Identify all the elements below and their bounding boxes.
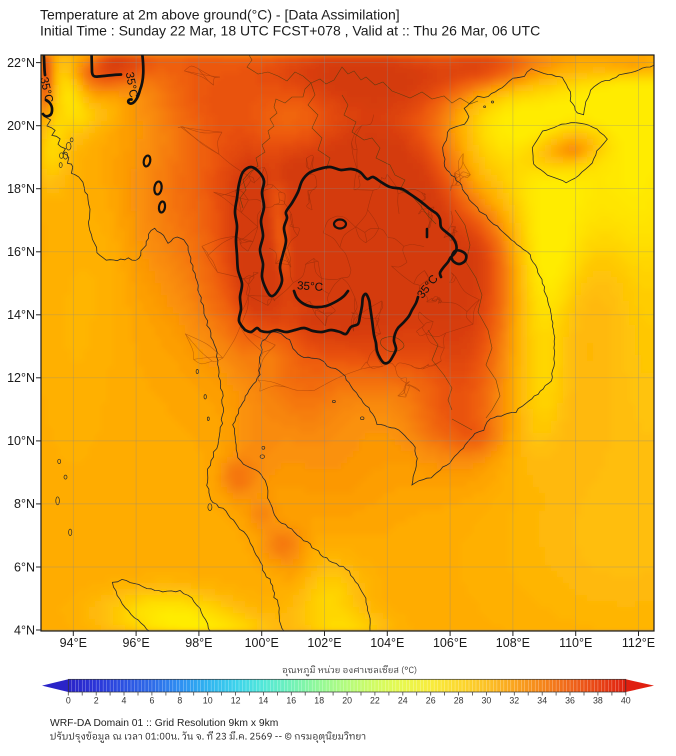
svg-text:28: 28 <box>454 696 464 706</box>
svg-text:14: 14 <box>259 696 269 706</box>
svg-text:106°E: 106°E <box>433 636 467 650</box>
svg-text:34: 34 <box>537 696 547 706</box>
svg-text:20: 20 <box>342 696 352 706</box>
svg-text:36: 36 <box>565 696 575 706</box>
svg-text:10: 10 <box>203 696 213 706</box>
svg-text:104°E: 104°E <box>370 636 404 650</box>
svg-text:18°N: 18°N <box>7 182 35 196</box>
svg-text:112°E: 112°E <box>622 636 655 650</box>
svg-text:26: 26 <box>426 696 436 706</box>
svg-text:98°E: 98°E <box>185 636 212 650</box>
svg-text:35°C: 35°C <box>37 76 55 104</box>
svg-text:94°E: 94°E <box>60 636 87 650</box>
svg-text:Initial Time : Sunday 22 Mar,: Initial Time : Sunday 22 Mar, 18 UTC FCS… <box>40 23 540 39</box>
svg-text:38: 38 <box>593 696 603 706</box>
svg-text:24: 24 <box>398 696 408 706</box>
svg-text:10°N: 10°N <box>7 434 35 448</box>
svg-text:12°N: 12°N <box>7 371 35 385</box>
svg-text:40: 40 <box>621 696 631 706</box>
svg-text:14°N: 14°N <box>7 308 35 322</box>
svg-text:4°N: 4°N <box>14 623 35 637</box>
svg-text:96°E: 96°E <box>122 636 149 650</box>
svg-text:Temperature at 2m above ground: Temperature at 2m above ground(°C) - [Da… <box>40 7 400 23</box>
svg-text:100°E: 100°E <box>245 636 279 650</box>
svg-text:20°N: 20°N <box>7 119 35 133</box>
svg-text:35°C: 35°C <box>297 279 324 294</box>
svg-text:8: 8 <box>177 696 182 706</box>
svg-text:6°N: 6°N <box>14 560 35 574</box>
svg-text:2: 2 <box>94 696 99 706</box>
svg-text:110°E: 110°E <box>559 636 592 650</box>
svg-text:102°E: 102°E <box>307 636 341 650</box>
svg-text:35°C: 35°C <box>123 71 140 99</box>
svg-text:8°N: 8°N <box>14 497 35 511</box>
svg-text:30: 30 <box>482 696 492 706</box>
svg-text:108°E: 108°E <box>496 636 530 650</box>
svg-text:6: 6 <box>149 696 154 706</box>
svg-text:22: 22 <box>370 696 380 706</box>
svg-text:18: 18 <box>314 696 324 706</box>
svg-text:WRF-DA Domain 01 :: Grid Resol: WRF-DA Domain 01 :: Grid Resolution 9km … <box>50 718 278 729</box>
svg-text:12: 12 <box>231 696 241 706</box>
svg-text:0: 0 <box>66 696 71 706</box>
svg-text:16: 16 <box>286 696 296 706</box>
svg-text:32: 32 <box>509 696 519 706</box>
svg-text:4: 4 <box>122 696 127 706</box>
svg-text:22°N: 22°N <box>7 56 35 70</box>
svg-text:16°N: 16°N <box>7 245 35 259</box>
